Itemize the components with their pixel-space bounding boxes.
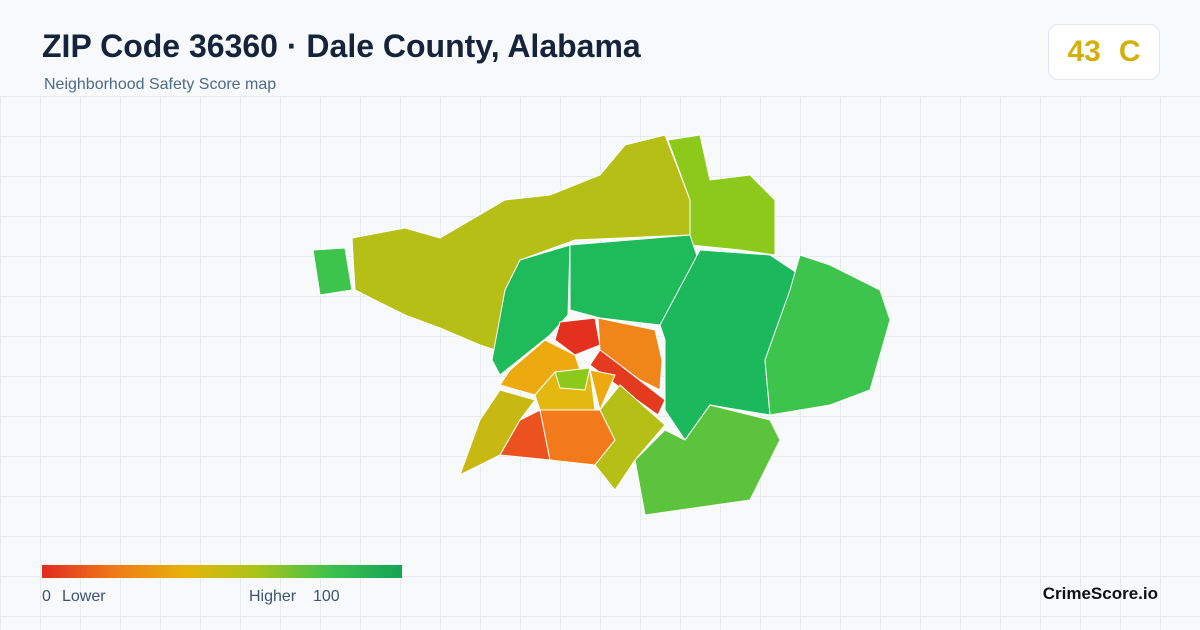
regions — [312, 134, 891, 516]
legend-max-label: Higher — [249, 588, 297, 605]
brand: CrimeScore.io — [1042, 584, 1158, 603]
legend-min-label: Lower — [62, 588, 106, 605]
score: 43 — [1067, 35, 1101, 68]
score-badge: 43 C — [1048, 24, 1160, 80]
subtitle: Neighborhood Safety Score map — [44, 76, 277, 93]
header: ZIP Code 36360 · Dale County, Alabama Ne… — [0, 0, 1200, 96]
region — [667, 134, 776, 256]
title: ZIP Code 36360 · Dale County, Alabama — [42, 28, 641, 64]
legend-gradient — [42, 565, 402, 578]
region — [312, 247, 353, 296]
region — [589, 369, 616, 412]
region — [554, 367, 591, 391]
grade: C — [1118, 35, 1141, 68]
region — [491, 244, 571, 376]
legend-max: 100 — [313, 588, 340, 605]
region — [589, 349, 666, 416]
legend-min: 0 — [42, 588, 51, 605]
region — [764, 254, 891, 416]
region — [634, 404, 781, 516]
region — [554, 317, 601, 356]
region — [594, 384, 666, 491]
